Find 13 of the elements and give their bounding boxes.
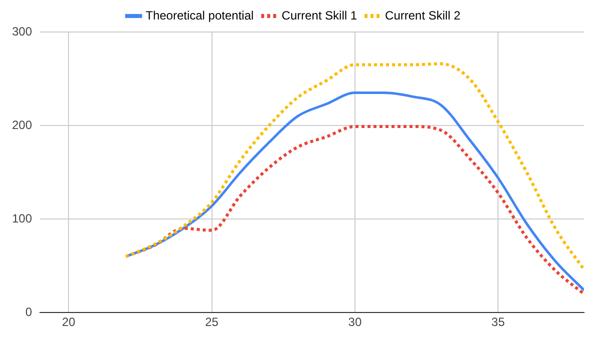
x-tick-label: 25 [205, 315, 219, 330]
line-series [124, 124, 584, 296]
line-series [124, 62, 584, 272]
x-tick-label: 30 [348, 315, 362, 330]
legend-label: Current Skill 1 [282, 8, 358, 22]
legend-label: Current Skill 2 [385, 8, 461, 22]
y-tick-label: 100 [12, 211, 32, 226]
x-tick-label: 20 [62, 315, 76, 330]
y-tick-label: 300 [12, 24, 32, 38]
y-tick-label: 0 [25, 304, 32, 319]
x-tick-label: 35 [491, 315, 506, 330]
y-tick-label: 200 [12, 118, 32, 132]
legend-label: Theoretical potential [146, 8, 254, 22]
